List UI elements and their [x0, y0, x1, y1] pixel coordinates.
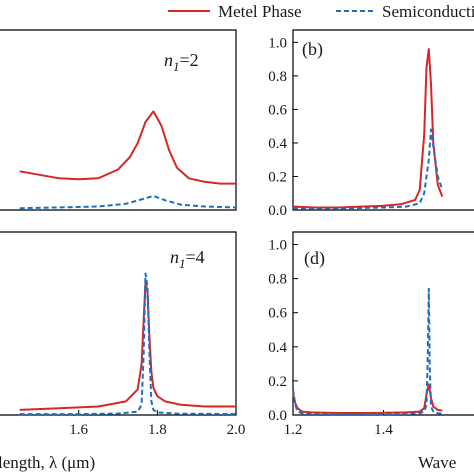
panel-d-series-semiconducting — [292, 287, 443, 416]
panel-c-annotation-sub: 1 — [179, 256, 186, 271]
panel-a: n1=2 — [0, 29, 237, 211]
panel-a-annotation-sub: 1 — [173, 59, 180, 74]
panel-b-ytick-label: 1.0 — [268, 35, 287, 51]
legend-label-metel: Metel Phase — [218, 2, 302, 21]
panel-d-xlabel: Wave — [418, 453, 456, 472]
panel-b-series-semiconducting — [293, 128, 444, 210]
panel-d-series — [292, 287, 443, 416]
panel-c-series — [19, 272, 237, 416]
panel-d-xtick-label: 1.2 — [284, 422, 303, 438]
panel-d-ytick-label: 1.0 — [268, 238, 287, 254]
panel-d-ytick-label: 0.4 — [268, 340, 287, 356]
legend-label-semiconducting: Semiconducting Phase — [382, 2, 474, 21]
panel-c: 1.6 1.8 2.0 n1=4 length, λ (μm) — [0, 231, 245, 472]
panel-b-annotation: (b) — [302, 39, 323, 60]
panel-a-series-metel — [19, 110, 236, 185]
panel-a-annotation-var: n — [164, 50, 173, 70]
legend: Metel Phase Semiconducting Phase — [168, 2, 474, 21]
panel-c-series-semiconducting — [19, 272, 237, 416]
panel-b-series-metel — [292, 48, 444, 209]
panel-d-series-metel — [292, 383, 443, 414]
panel-d-ytick-label: 0.6 — [268, 306, 287, 322]
panel-d-ytick-label: 0.8 — [268, 272, 287, 288]
panel-a-annotation: n1=2 — [164, 50, 199, 74]
panel-c-xtick-label: 1.8 — [148, 422, 167, 438]
panel-a-frame — [0, 29, 237, 211]
panel-c-series-metel — [19, 281, 236, 411]
panel-c-annotation-var: n — [170, 247, 179, 267]
panel-b-ytick-label: 0.0 — [268, 203, 287, 219]
panel-b-ticks: 0.0 0.2 0.4 0.6 0.8 1.0 — [268, 35, 298, 219]
panel-d-annotation: (d) — [304, 248, 325, 269]
panel-a-annotation-rest: =2 — [180, 50, 199, 70]
panel-c-xtick-label: 2.0 — [227, 422, 246, 438]
panel-d-ytick-label: 0.0 — [268, 408, 287, 424]
panel-d-ticks: 1.2 1.4 0.0 0.2 0.4 0.6 0.8 1.0 — [268, 238, 393, 438]
panel-c-xtick-label: 1.6 — [69, 422, 88, 438]
panel-a-series — [19, 110, 237, 210]
panel-b-ytick-label: 0.6 — [268, 102, 287, 118]
panel-c-annotation-rest: =4 — [186, 247, 205, 267]
panel-d: 1.2 1.4 0.0 0.2 0.4 0.6 0.8 1.0 (d) Wave — [268, 231, 474, 472]
panel-b-ytick-label: 0.4 — [268, 136, 287, 152]
panel-c-xlabel: length, λ (μm) — [0, 453, 95, 472]
panel-b-ytick-label: 0.8 — [268, 69, 287, 85]
panel-c-ticks: 1.6 1.8 2.0 — [69, 410, 245, 438]
panel-d-ytick-label: 0.2 — [268, 374, 287, 390]
panel-d-xtick-label: 1.4 — [374, 422, 393, 438]
panel-b-ytick-label: 0.2 — [268, 169, 287, 185]
panel-b: 0.0 0.2 0.4 0.6 0.8 1.0 (b) — [268, 29, 474, 219]
panel-b-frame — [292, 29, 474, 211]
panel-b-series — [292, 48, 444, 210]
panel-c-frame — [0, 231, 237, 416]
panel-c-annotation: n1=4 — [170, 247, 205, 271]
panel-a-series-semiconducting — [19, 194, 237, 210]
